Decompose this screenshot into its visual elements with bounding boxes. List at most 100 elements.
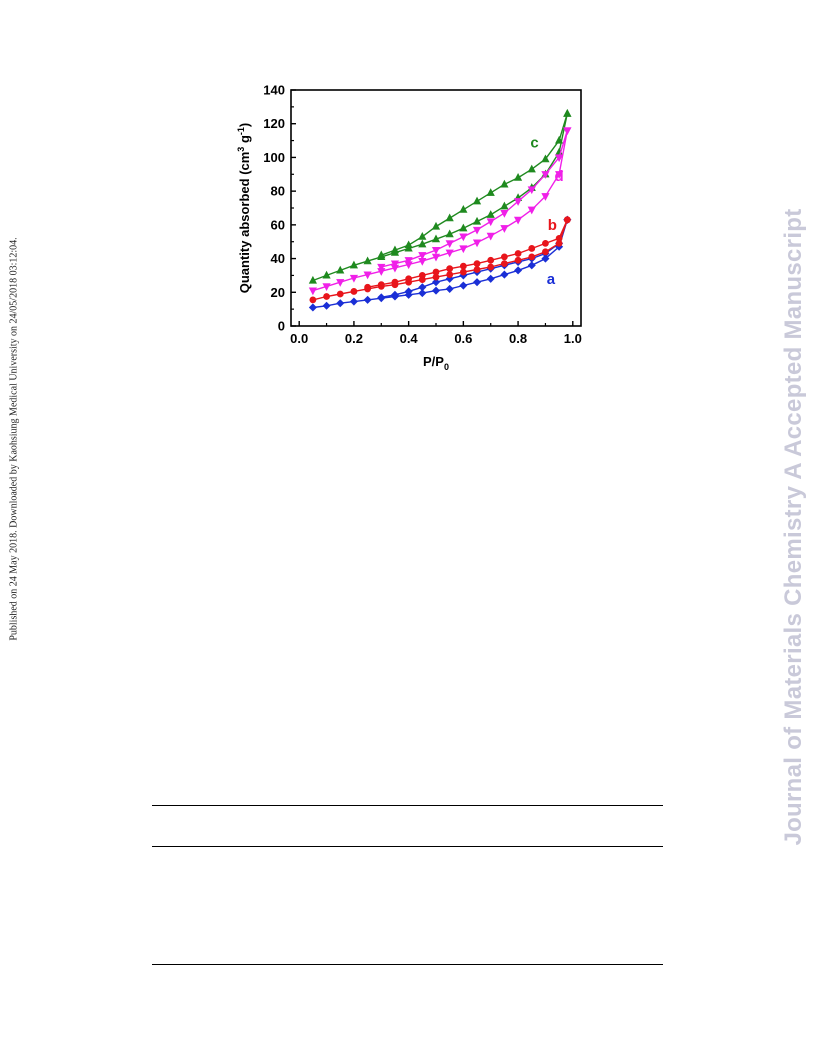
data-point xyxy=(404,287,413,296)
data-point xyxy=(528,253,536,261)
data-point xyxy=(473,260,481,268)
data-point xyxy=(563,108,572,117)
data-point xyxy=(486,210,495,218)
data-point xyxy=(377,281,385,289)
data-point xyxy=(349,297,358,306)
data-point xyxy=(431,286,441,295)
data-point xyxy=(500,209,509,218)
data-point xyxy=(542,239,549,247)
data-point xyxy=(363,271,372,280)
isotherm-chart: 0.0 0.2 0.4 0.6 0.8 1.0 0 20 40 60 80 100 120 140 P/P0… xyxy=(236,83,582,373)
data-point xyxy=(377,293,386,302)
series-b xyxy=(309,216,571,304)
series-d xyxy=(308,127,572,296)
data-point xyxy=(418,272,426,279)
data-point xyxy=(390,260,400,269)
data-point xyxy=(541,193,550,201)
data-point xyxy=(350,288,358,295)
data-point xyxy=(459,205,468,213)
data-point xyxy=(418,252,427,260)
data-point xyxy=(527,164,536,173)
data-point xyxy=(309,296,317,304)
chart-axes: 0.0 0.2 0.4 0.6 0.8 1.0 0 20 40 60 80 100 120 140 P/P0… xyxy=(236,83,582,373)
data-point xyxy=(541,171,550,179)
data-point xyxy=(500,260,508,268)
data-point xyxy=(486,274,495,283)
data-point xyxy=(390,245,400,254)
series-a xyxy=(308,215,572,312)
data-point xyxy=(555,171,564,179)
data-point xyxy=(513,173,523,181)
data-point xyxy=(459,233,468,242)
data-point xyxy=(528,245,536,252)
data-point xyxy=(390,290,399,299)
data-point xyxy=(563,127,572,136)
data-point xyxy=(418,283,427,292)
y-tick-label: 0 xyxy=(278,319,285,334)
data-point xyxy=(459,268,467,276)
data-point xyxy=(336,279,345,287)
series-label-d: d xyxy=(555,168,564,185)
data-point xyxy=(555,135,564,144)
y-tick-label: 60 xyxy=(271,217,285,232)
x-tick-label: 0.6 xyxy=(454,331,472,346)
data-point xyxy=(555,234,563,242)
y-tick-label: 40 xyxy=(271,251,285,266)
data-point xyxy=(391,278,399,286)
data-point xyxy=(349,274,359,283)
data-point xyxy=(563,216,571,224)
data-point xyxy=(500,225,509,233)
x-tick-label: 1.0 xyxy=(564,331,582,346)
data-point xyxy=(405,275,413,283)
data-point xyxy=(349,260,359,269)
y-tick-label: 140 xyxy=(263,83,285,98)
data-point xyxy=(472,226,482,235)
series-a-adsorption-line xyxy=(312,219,568,309)
series-label-b: b xyxy=(548,217,557,234)
data-point xyxy=(431,278,441,287)
data-point xyxy=(500,201,509,210)
data-point xyxy=(486,218,495,227)
chart-labels: a b cd xyxy=(530,134,563,288)
y-tick-label: 120 xyxy=(263,116,285,131)
data-point xyxy=(500,179,509,188)
x-axis-label: P/P0 xyxy=(423,354,449,372)
table-bottom-rule xyxy=(152,964,663,965)
data-point xyxy=(542,248,549,256)
x-tick-label: 0.0 xyxy=(290,331,308,346)
data-point xyxy=(431,221,441,230)
journal-watermark: Journal of Materials Chemistry A Accepte… xyxy=(764,140,816,915)
data-point xyxy=(500,253,508,261)
data-point xyxy=(459,223,468,232)
data-point xyxy=(514,266,523,275)
data-point xyxy=(487,256,495,264)
data-point xyxy=(364,283,372,291)
data-point xyxy=(473,278,482,287)
data-point xyxy=(308,303,317,312)
series-c-desorption-line xyxy=(381,113,568,256)
data-point xyxy=(514,256,522,264)
publication-note: Published on 24 May 2018. Downloaded by … xyxy=(4,214,24,664)
data-point xyxy=(336,290,344,298)
data-point xyxy=(308,287,317,296)
data-point xyxy=(418,239,427,248)
data-point xyxy=(445,240,454,249)
x-tick-label: 0.8 xyxy=(509,331,527,346)
data-point xyxy=(431,247,441,255)
data-point xyxy=(445,213,454,222)
data-point xyxy=(445,284,454,293)
data-point xyxy=(472,216,482,225)
data-point xyxy=(322,301,331,310)
x-tick-label: 0.2 xyxy=(345,331,363,346)
data-point xyxy=(541,154,550,163)
journal-watermark-text: Journal of Materials Chemistry A Accepte… xyxy=(780,208,807,846)
data-point xyxy=(459,281,468,290)
table-top-rule xyxy=(152,805,663,806)
data-point xyxy=(322,270,331,279)
data-point xyxy=(418,289,427,298)
data-point xyxy=(363,295,372,304)
data-point xyxy=(472,239,482,248)
data-point xyxy=(459,262,467,270)
y-axis-label: Quantity absorbed (cm3 g-1) xyxy=(236,123,252,294)
data-point xyxy=(527,261,536,270)
